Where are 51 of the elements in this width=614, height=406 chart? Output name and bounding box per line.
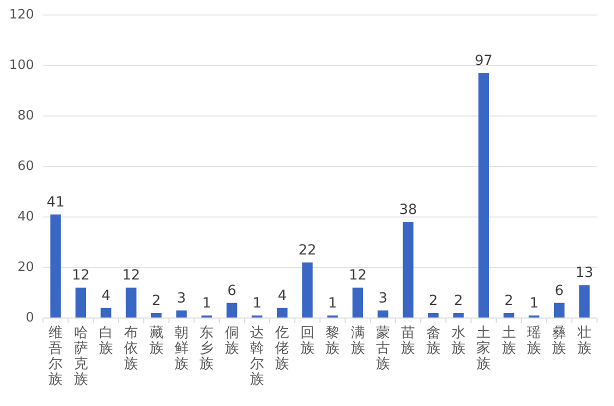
data-label: 3 xyxy=(378,290,388,306)
data-label: 13 xyxy=(575,265,594,282)
x-tick-label: 维吾尔族 xyxy=(48,325,63,388)
y-tick-label: 100 xyxy=(9,58,34,73)
data-label: 2 xyxy=(428,292,438,309)
x-tick-label: 达斡尔族 xyxy=(250,325,264,388)
data-label: 1 xyxy=(252,295,262,312)
data-label: 4 xyxy=(101,288,110,304)
data-label: 12 xyxy=(348,268,367,284)
x-tick-label: 黎族 xyxy=(326,325,340,356)
y-tick-label: 40 xyxy=(17,210,34,224)
x-tick-label: 彝族 xyxy=(552,325,566,356)
data-label: 6 xyxy=(227,282,236,299)
x-tick-label: 哈萨克族 xyxy=(74,325,88,388)
x-tick-label: 瑶族 xyxy=(527,325,542,356)
x-tick-label: 藏族 xyxy=(149,325,164,356)
x-tick-label: 东乡族 xyxy=(200,325,214,372)
data-label: 22 xyxy=(298,242,316,258)
data-label: 6 xyxy=(554,282,564,299)
x-tick-label: 土家族 xyxy=(476,325,491,372)
x-tick-label: 满族 xyxy=(350,325,365,356)
x-tick-label: 仡佬族 xyxy=(274,325,290,372)
y-tick-label: 120 xyxy=(9,8,34,22)
y-tick-label: 20 xyxy=(17,260,34,275)
y-tick-label: 80 xyxy=(17,108,34,124)
data-label: 2 xyxy=(454,292,463,309)
x-tick-label: 朝鲜族 xyxy=(174,325,188,372)
x-tick-label: 壮族 xyxy=(576,325,592,356)
x-tick-label: 土族 xyxy=(502,325,516,356)
data-label: 2 xyxy=(504,292,514,309)
data-label: 12 xyxy=(122,268,140,284)
y-tick-label: 60 xyxy=(17,159,34,174)
data-label: 3 xyxy=(177,290,186,306)
x-tick-label: 侗族 xyxy=(224,325,239,356)
y-tick-label: 0 xyxy=(26,310,34,326)
data-label: 4 xyxy=(278,288,287,304)
x-tick-label: 畲族 xyxy=(426,325,440,356)
x-tick-label: 蒙古族 xyxy=(376,325,390,372)
data-label: 1 xyxy=(530,295,539,312)
x-tick-label: 苗族 xyxy=(401,325,416,356)
x-tick-label: 回族 xyxy=(300,325,314,356)
data-label: 12 xyxy=(72,268,90,284)
x-tick-label: 水族 xyxy=(452,325,466,356)
x-tick-label: 布依族 xyxy=(124,325,138,372)
data-label: 41 xyxy=(46,194,65,210)
data-label: 1 xyxy=(202,295,212,312)
data-label: 97 xyxy=(474,53,493,70)
data-label: 38 xyxy=(399,202,418,218)
x-tick-label: 白族 xyxy=(98,325,113,356)
data-label: 1 xyxy=(328,295,338,312)
data-label: 2 xyxy=(152,292,161,309)
